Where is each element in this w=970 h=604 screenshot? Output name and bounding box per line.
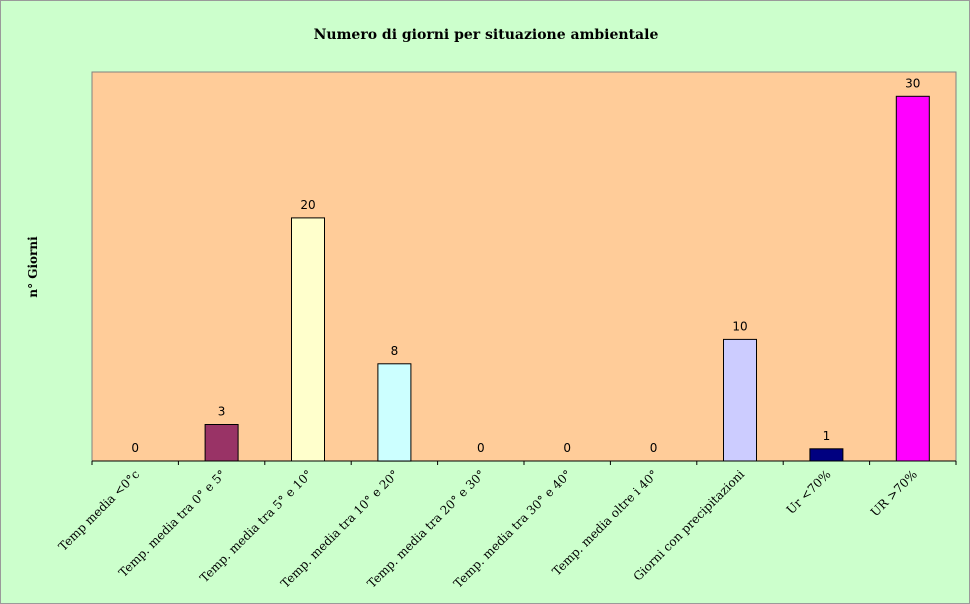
data-label-2: 3 [218,405,226,419]
bars-layer [204,95,930,462]
bar-9 [809,448,844,462]
category-label-9: Ur <70% [784,467,834,517]
bar-3 [291,217,325,462]
category-label-10: UR >70% [868,467,920,519]
bar-10 [895,95,930,462]
data-label-5: 0 [477,441,485,455]
data-label-9: 1 [823,429,831,443]
bar-4 [377,363,412,462]
data-label-7: 0 [650,441,658,455]
data-label-10: 30 [905,76,920,90]
y-axis-label: n° Giorni [26,236,40,298]
plot-area [91,71,957,462]
data-label-8: 10 [732,319,747,333]
chart-title: Numero di giorni per situazione ambienta… [314,27,659,43]
bar-8 [723,338,757,462]
data-label-3: 20 [300,198,315,212]
x-axis-ticks [91,461,957,465]
data-label-4: 8 [391,344,399,358]
data-label-1: 0 [131,441,139,455]
category-label-1: Temp media <0°c [56,467,143,554]
value-labels-layer: 0 3 20 8 0 0 0 10 1 30 [131,76,920,455]
bar-2 [204,424,239,462]
data-label-6: 0 [563,441,571,455]
